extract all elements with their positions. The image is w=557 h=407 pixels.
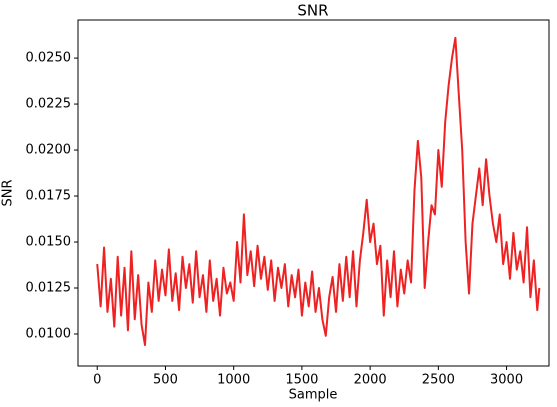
x-tick-label: 1000 — [217, 373, 250, 388]
x-tick-label: 500 — [153, 373, 178, 388]
y-tick-label: 0.0150 — [26, 235, 72, 250]
y-tick-label: 0.0175 — [26, 189, 72, 204]
x-tick-label: 0 — [93, 373, 101, 388]
x-axis-label: Sample — [289, 388, 338, 403]
x-tick-label: 3000 — [490, 373, 523, 388]
x-tick-label: 2000 — [354, 373, 387, 388]
y-tick-label: 0.0100 — [26, 326, 72, 341]
y-axis-label: SNR — [1, 179, 16, 206]
x-tick-label: 1500 — [285, 373, 318, 388]
data-line — [96, 36, 541, 347]
chart-title: SNR — [297, 2, 328, 20]
y-tick-label: 0.0200 — [26, 143, 72, 158]
y-tick-label: 0.0225 — [26, 97, 72, 112]
plot-frame — [77, 19, 550, 367]
x-tick-label: 2500 — [422, 373, 455, 388]
y-tick-label: 0.0250 — [26, 51, 72, 66]
y-tick-label: 0.0125 — [26, 281, 72, 296]
